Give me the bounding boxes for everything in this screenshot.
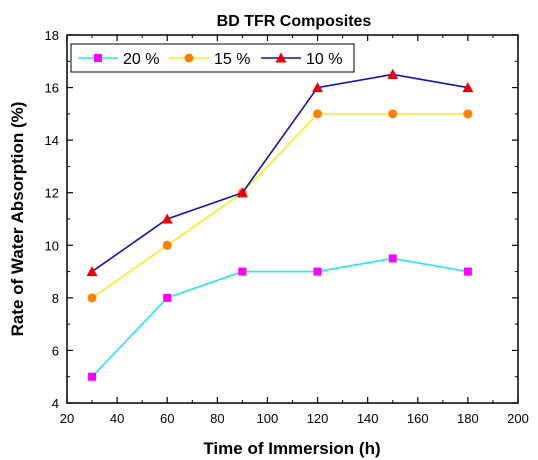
legend: 20 % 15 % 10 % [70, 43, 355, 73]
data-point [313, 267, 322, 276]
x-axis-title: Time of Immersion (h) [203, 439, 380, 458]
y-tick-label: 14 [45, 133, 59, 148]
series-layer [86, 68, 474, 381]
y-tick-label: 10 [45, 238, 59, 253]
data-point [463, 109, 473, 119]
data-point [161, 213, 173, 224]
y-axis: 4 6 8 10 12 14 16 18 [45, 28, 518, 411]
series-line-2 [91, 73, 469, 273]
data-point [388, 254, 397, 263]
legend-box [70, 43, 355, 73]
series-line-0 [91, 257, 469, 378]
x-tick-label: 40 [110, 411, 124, 426]
data-point [313, 109, 323, 119]
legend-marker [275, 52, 287, 63]
data-point [163, 293, 172, 302]
data-point [463, 267, 472, 276]
data-point [86, 266, 98, 277]
data-point [312, 82, 324, 93]
legend-label: 15 % [214, 51, 250, 68]
data-point [88, 372, 97, 381]
y-axis-title: Rate of Water Absorption (%) [8, 102, 27, 337]
y-tick-label: 18 [45, 28, 59, 43]
data-point [238, 267, 247, 276]
data-point [162, 240, 172, 250]
data-point [87, 293, 97, 303]
data-point [462, 82, 474, 93]
legend-label: 20 % [123, 51, 159, 68]
x-tick-label: 20 [60, 411, 74, 426]
x-tick-label: 180 [457, 411, 479, 426]
y-tick-label: 12 [45, 186, 59, 201]
y-tick-label: 16 [45, 81, 59, 96]
plot-frame [66, 34, 519, 404]
x-tick-label: 200 [507, 411, 529, 426]
x-tick-label: 120 [307, 411, 329, 426]
y-tick-label: 8 [52, 291, 59, 306]
x-tick-label: 140 [357, 411, 379, 426]
series-line-1 [91, 113, 468, 299]
x-tick-label: 100 [257, 411, 279, 426]
chart-title: BD TFR Composites [217, 13, 372, 30]
x-axis: 20 40 60 80 100 120 140 160 180 200 [60, 35, 529, 426]
x-tick-label: 60 [160, 411, 174, 426]
data-point [387, 68, 399, 79]
legend-marker [94, 54, 102, 62]
y-tick-label: 4 [52, 396, 59, 411]
y-tick-label: 6 [52, 343, 59, 358]
legend-marker [184, 53, 194, 63]
x-tick-label: 160 [407, 411, 429, 426]
data-point [388, 109, 398, 119]
data-point [236, 187, 248, 198]
x-tick-label: 80 [210, 411, 224, 426]
legend-label: 10 % [306, 51, 342, 68]
